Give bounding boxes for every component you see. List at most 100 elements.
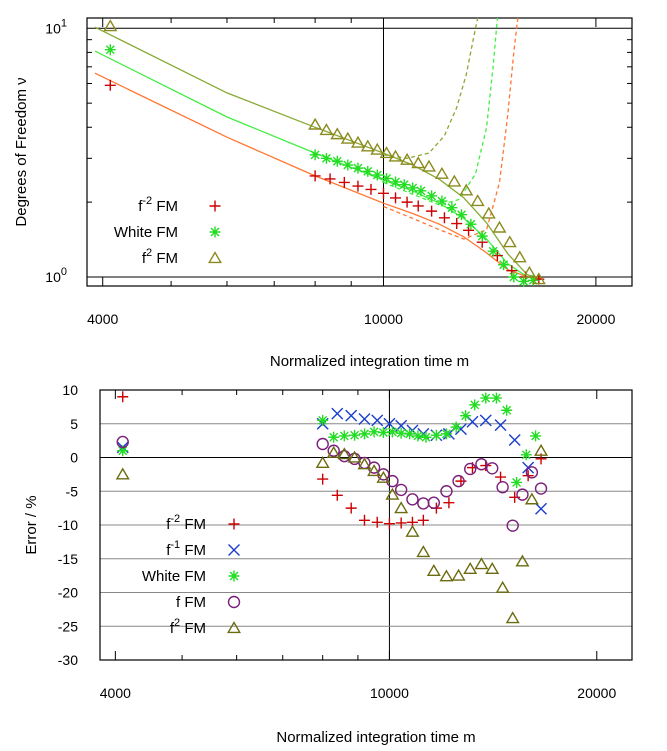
- data-point: [371, 169, 383, 181]
- x-tick-label: 10000: [370, 685, 409, 701]
- data-point: [508, 433, 521, 446]
- data-point: [340, 131, 355, 144]
- y-tick-label: -20: [58, 585, 78, 601]
- data-point: [520, 449, 532, 461]
- data-point: [117, 445, 129, 457]
- data-point: [440, 485, 453, 498]
- data-point: [412, 200, 424, 212]
- data-point: [368, 426, 380, 438]
- x-axis-label: Normalized integration time m: [270, 353, 469, 370]
- data-point: [358, 428, 370, 440]
- y-axis-label: Error / %: [23, 495, 40, 554]
- data-point: [367, 464, 382, 477]
- data-point: [358, 413, 371, 426]
- reference-curve: [383, 17, 499, 206]
- data-point: [117, 391, 129, 403]
- data-point: [357, 457, 372, 470]
- data-point: [470, 194, 485, 207]
- legend-label: f2 FM: [142, 247, 178, 267]
- reference-curve: [383, 17, 479, 159]
- legend-label: f-2 FM: [138, 195, 178, 215]
- data-point: [530, 430, 542, 442]
- legend-marker: [227, 595, 241, 609]
- data-point: [331, 489, 343, 501]
- data-point: [360, 139, 375, 152]
- data-point: [476, 230, 488, 242]
- data-point: [492, 220, 507, 233]
- data-point: [427, 496, 441, 509]
- legend-marker: [228, 518, 240, 530]
- data-point: [452, 474, 465, 488]
- legend-marker: [209, 200, 221, 212]
- data-point: [447, 174, 462, 187]
- y-tick-label: -30: [58, 652, 78, 668]
- data-point: [451, 568, 466, 581]
- data-point: [371, 516, 383, 528]
- data-point: [438, 212, 450, 224]
- data-point: [317, 473, 329, 485]
- data-point: [443, 497, 455, 509]
- legend-marker: [227, 621, 241, 634]
- data-point: [505, 611, 520, 624]
- data-point: [352, 162, 364, 174]
- data-point: [308, 117, 323, 130]
- data-point: [379, 146, 394, 159]
- data-point: [324, 173, 336, 185]
- data-point: [421, 159, 436, 172]
- series-triangle: [115, 443, 549, 624]
- data-point: [320, 152, 332, 164]
- data-point: [495, 471, 507, 483]
- y-tick-label: 0: [70, 450, 78, 466]
- data-point: [378, 187, 390, 199]
- data-point: [459, 183, 474, 196]
- data-point: [350, 135, 365, 148]
- x-tick-label: 4000: [100, 685, 131, 701]
- data-point: [534, 443, 549, 456]
- data-point: [486, 462, 499, 475]
- data-point: [404, 428, 416, 440]
- data-point: [386, 474, 399, 488]
- data-point: [342, 159, 354, 171]
- data-point: [371, 414, 384, 427]
- x-axis-ticks: 4000 10000 20000: [100, 390, 616, 701]
- data-point: [330, 127, 345, 140]
- data-point: [465, 218, 477, 230]
- data-point: [417, 514, 429, 526]
- data-point: [479, 414, 492, 427]
- data-point: [464, 462, 477, 476]
- data-point: [426, 205, 438, 217]
- data-point: [502, 235, 517, 248]
- x-axis-label: Normalized integration time m: [276, 729, 475, 746]
- data-point: [412, 430, 424, 442]
- y-axis-ticks: 100 101: [45, 17, 632, 285]
- data-point: [512, 250, 527, 263]
- data-point: [434, 166, 449, 179]
- legend-label: f-1 FM: [166, 539, 206, 559]
- dof-chart: 4000 10000 20000 100 101 Normalized integrati…: [13, 17, 633, 370]
- data-point: [436, 195, 448, 207]
- data-point: [365, 183, 377, 195]
- data-point: [439, 569, 454, 582]
- data-point: [390, 192, 402, 204]
- data-point: [400, 152, 415, 165]
- x-tick-label: 10000: [364, 311, 403, 327]
- grid-lines: [87, 18, 632, 286]
- data-point: [345, 409, 358, 422]
- data-point: [481, 206, 496, 219]
- data-point: [506, 519, 519, 532]
- data-point: [349, 429, 361, 441]
- legend-label: f FM: [176, 594, 206, 611]
- data-point: [315, 456, 330, 468]
- data-point: [115, 467, 130, 480]
- legend: f-2 FM f-1 FM White FM f FM f2 FM: [142, 513, 241, 637]
- data-point: [524, 492, 539, 505]
- data-point: [496, 481, 509, 494]
- data-point: [485, 561, 500, 574]
- data-point: [326, 445, 341, 458]
- data-point: [469, 399, 481, 411]
- data-point: [525, 466, 539, 479]
- data-point: [395, 427, 407, 439]
- data-point: [501, 404, 513, 416]
- plot-frame: [86, 17, 633, 287]
- data-point: [516, 488, 529, 501]
